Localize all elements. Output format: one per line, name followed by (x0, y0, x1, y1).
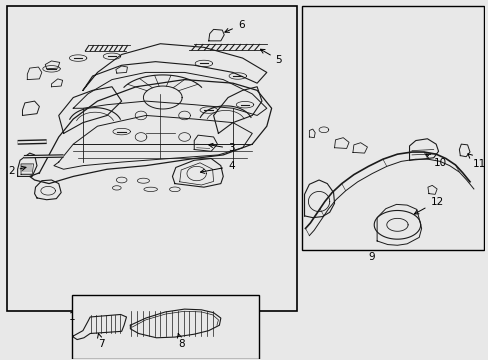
Text: 8: 8 (177, 333, 184, 349)
Bar (301, 6, 483, 250)
Text: 4: 4 (200, 161, 234, 174)
Text: 10: 10 (425, 154, 446, 168)
Bar (6, 6, 296, 311)
Ellipse shape (112, 186, 121, 190)
Text: 5: 5 (260, 49, 282, 65)
Polygon shape (208, 30, 224, 41)
Text: 9: 9 (367, 252, 374, 262)
Ellipse shape (143, 187, 157, 192)
Text: 7: 7 (97, 333, 104, 349)
Text: 2: 2 (8, 166, 26, 176)
Text: 11: 11 (467, 154, 485, 169)
Text: 3: 3 (208, 143, 234, 153)
Text: 12: 12 (413, 197, 443, 214)
Ellipse shape (169, 187, 180, 192)
Bar (72, 296, 259, 359)
Text: 1: 1 (69, 312, 76, 322)
Ellipse shape (116, 177, 127, 183)
Ellipse shape (137, 178, 149, 183)
Text: 6: 6 (224, 20, 244, 32)
